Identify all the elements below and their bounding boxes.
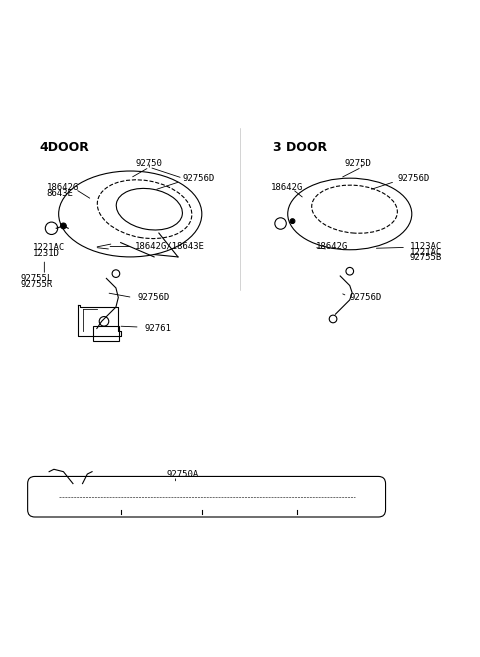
Text: 92750A: 92750A	[167, 470, 199, 478]
Text: 92755L: 92755L	[21, 274, 53, 283]
Text: 92755B: 92755B	[409, 254, 442, 262]
Text: 9275D: 9275D	[345, 160, 372, 168]
Text: 8643E: 8643E	[47, 189, 73, 198]
Text: 18642G: 18642G	[316, 242, 348, 251]
Circle shape	[60, 223, 66, 229]
Text: 1221AC: 1221AC	[33, 243, 65, 252]
Text: 1231D: 1231D	[33, 248, 60, 258]
Text: 92756D: 92756D	[350, 293, 382, 302]
Text: 92750: 92750	[135, 160, 162, 168]
Text: 4DOOR: 4DOOR	[39, 141, 89, 154]
Text: 1221AC: 1221AC	[409, 248, 442, 257]
Text: 18642G: 18642G	[47, 183, 79, 193]
Circle shape	[290, 219, 295, 223]
Text: 1123AC: 1123AC	[409, 242, 442, 251]
Text: 92755R: 92755R	[21, 280, 53, 288]
Text: 18642G: 18642G	[271, 183, 303, 193]
Text: 92756D: 92756D	[397, 173, 430, 183]
Text: 92761: 92761	[144, 324, 171, 333]
Text: 3 DOOR: 3 DOOR	[274, 141, 327, 154]
Text: 92756D: 92756D	[183, 173, 215, 183]
Text: 18642G/18643E: 18642G/18643E	[135, 242, 205, 251]
Text: 92756D: 92756D	[137, 293, 169, 302]
